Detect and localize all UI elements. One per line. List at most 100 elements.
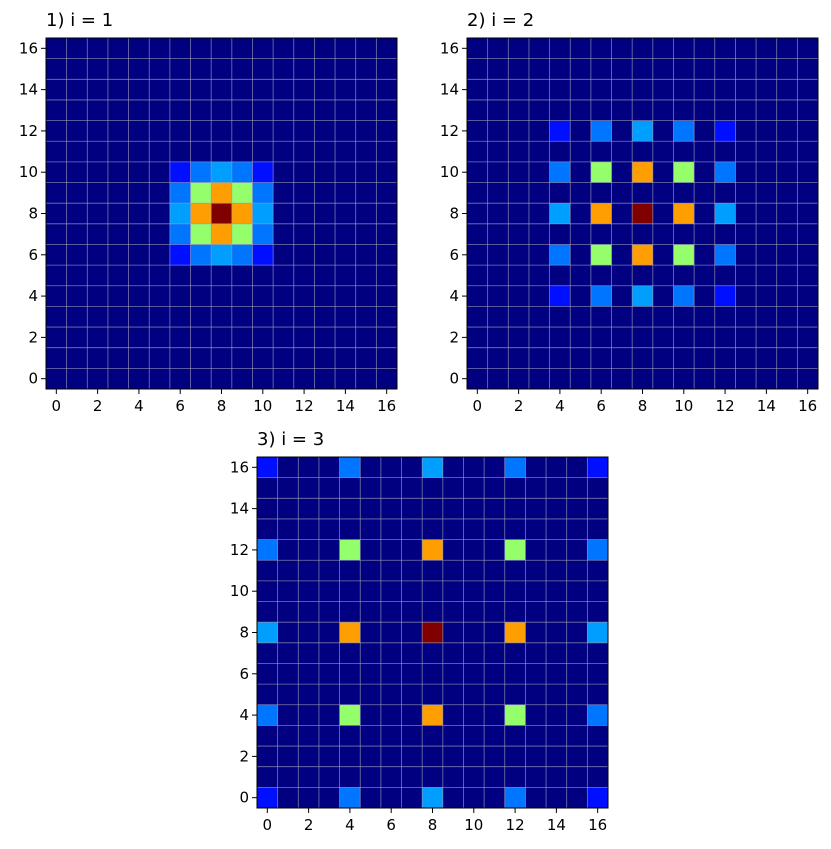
heatmap-cell-17 <box>339 787 361 808</box>
heatmap-cell-0 <box>632 203 653 224</box>
x-tick-label: 0 <box>263 816 273 834</box>
x-tick-label: 16 <box>588 816 607 834</box>
x-tick-label: 6 <box>386 816 396 834</box>
x-tick-label: 10 <box>674 397 693 415</box>
heatmap-cell-17 <box>190 244 212 266</box>
x-tick-label: 10 <box>464 816 483 834</box>
heatmap-cell-23 <box>169 161 191 183</box>
x-tick-label: 6 <box>596 397 606 415</box>
heatmap-cell-8 <box>504 539 526 561</box>
x-tick-label: 2 <box>93 397 103 415</box>
heatmap-cell-22 <box>714 285 736 307</box>
x-tick-label: 14 <box>757 397 776 415</box>
x-tick-label: 4 <box>134 397 144 415</box>
heatmap-cell-6 <box>504 704 526 726</box>
x-tick-label: 12 <box>716 397 735 415</box>
heatmap-cell-0 <box>211 203 232 224</box>
heatmap-cell-16 <box>587 539 608 561</box>
heatmap-cell-1 <box>339 622 361 643</box>
y-tick-label: 12 <box>19 122 38 140</box>
heatmap-cell-15 <box>587 704 608 726</box>
heatmap-cell-9 <box>257 622 278 643</box>
heatmap-panel-2: 0 2 4 6 8 10 12 14 16 0 2 4 6 8 10 12 14 16 2) i = 2 <box>440 10 819 415</box>
heatmap-cell-1 <box>590 203 612 224</box>
heatmap-cell-11 <box>422 787 443 808</box>
heatmap-cell-2 <box>673 203 695 224</box>
y-tick-label: 6 <box>28 246 38 264</box>
y-tick-label: 12 <box>440 122 459 140</box>
y-tick-label: 10 <box>19 163 38 181</box>
heatmap-cell-19 <box>190 161 212 183</box>
heatmap-cell-12 <box>422 457 443 478</box>
chart-title: 1) i = 1 <box>46 10 113 31</box>
y-tick-label: 14 <box>19 81 38 99</box>
heatmap-cell-15 <box>252 223 274 245</box>
heatmap-cell-13 <box>257 704 278 726</box>
heatmap-cell-16 <box>252 182 274 204</box>
heatmap-cell-7 <box>590 161 612 183</box>
y-tick-label: 16 <box>19 39 38 57</box>
heatmap-cell-11 <box>632 285 653 307</box>
heatmap-panel-3: 0 2 4 6 8 10 12 14 16 0 2 4 6 8 10 12 14 16 3) i = 3 <box>230 429 609 834</box>
heatmap-cell-12 <box>632 120 653 142</box>
heatmap-cell-5 <box>339 704 361 726</box>
heatmap-cell-10 <box>252 203 274 224</box>
x-tick-label: 6 <box>175 397 185 415</box>
y-tick-label: 6 <box>449 246 459 264</box>
y-tick-label: 8 <box>28 205 38 223</box>
heatmap-cell-14 <box>257 539 278 561</box>
heatmap-cell-13 <box>549 244 571 266</box>
heatmap-cell-10 <box>714 203 736 224</box>
heatmap-cell-21 <box>257 787 278 808</box>
y-tick-label: 8 <box>449 205 459 223</box>
heatmap-cell-18 <box>504 787 526 808</box>
heatmap-cell-20 <box>673 120 695 142</box>
heatmap-cell-13 <box>169 223 191 245</box>
heatmap-cell-17 <box>590 285 612 307</box>
x-tick-label: 8 <box>428 816 438 834</box>
x-tick-label: 12 <box>295 397 314 415</box>
heatmap-cell-18 <box>673 285 695 307</box>
heatmap-cell-5 <box>190 223 212 245</box>
heatmap-cell-14 <box>549 161 571 183</box>
y-tick-label: 14 <box>440 81 459 99</box>
x-tick-label: 10 <box>253 397 272 415</box>
heatmap-cell-3 <box>422 704 443 726</box>
heatmap-cell-6 <box>673 244 695 266</box>
heatmap-cell-21 <box>549 285 571 307</box>
y-tick-label: 14 <box>230 500 249 518</box>
heatmap-cell-9 <box>549 203 571 224</box>
y-tick-label: 2 <box>449 328 459 346</box>
heatmap-cell-23 <box>549 120 571 142</box>
heatmap-cell-11 <box>211 244 232 266</box>
heatmap-cell-20 <box>504 457 526 478</box>
chart-title: 2) i = 2 <box>467 10 534 31</box>
heatmap-cell-22 <box>587 787 608 808</box>
heatmap-cell-20 <box>231 161 253 183</box>
y-tick-label: 0 <box>239 789 249 807</box>
x-tick-label: 8 <box>638 397 648 415</box>
heatmap-cell-3 <box>211 223 232 245</box>
heatmap-cell-6 <box>231 223 253 245</box>
y-tick-label: 4 <box>239 706 249 724</box>
heatmap-cell-4 <box>422 539 443 561</box>
heatmap-cell-15 <box>714 244 736 266</box>
y-tick-label: 4 <box>449 287 459 305</box>
heatmap-cell-24 <box>252 161 274 183</box>
x-tick-label: 16 <box>377 397 396 415</box>
y-tick-label: 2 <box>28 328 38 346</box>
x-tick-label: 16 <box>798 397 817 415</box>
y-tick-label: 8 <box>239 624 249 642</box>
heatmap-cell-14 <box>169 182 191 204</box>
y-tick-label: 2 <box>239 747 249 765</box>
x-tick-label: 14 <box>547 816 566 834</box>
heatmap-cell-1 <box>190 203 212 224</box>
heatmap-cell-8 <box>231 182 253 204</box>
heatmap-cell-4 <box>211 182 232 204</box>
y-tick-label: 4 <box>28 287 38 305</box>
x-tick-label: 2 <box>514 397 524 415</box>
heatmap-cell-21 <box>169 244 191 266</box>
y-tick-label: 16 <box>440 39 459 57</box>
x-tick-label: 0 <box>473 397 483 415</box>
heatmap-cell-8 <box>673 161 695 183</box>
